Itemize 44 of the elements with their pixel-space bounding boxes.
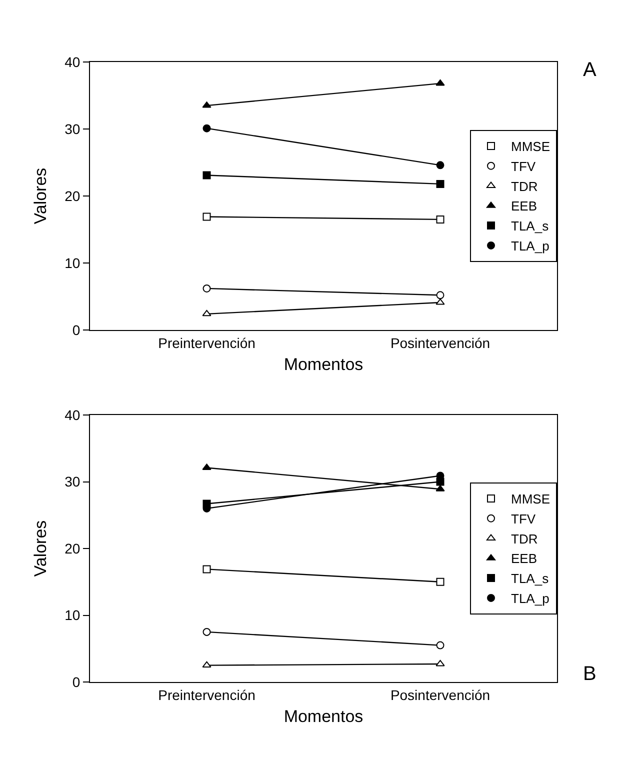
point bbox=[436, 161, 444, 170]
x-axis-title: Momentos bbox=[284, 355, 364, 374]
point bbox=[202, 628, 211, 636]
legend-label: TFV bbox=[511, 511, 536, 526]
legend-label: TLA_p bbox=[511, 591, 550, 606]
point bbox=[436, 291, 444, 300]
y-tick-label: 40 bbox=[64, 54, 80, 70]
legend-label: TLA_s bbox=[511, 218, 550, 234]
legend-label: EEB bbox=[511, 198, 538, 214]
legend-label: TLA_s bbox=[511, 571, 550, 586]
x-tick-label: Preintervención bbox=[158, 334, 256, 351]
legend-label: TFV bbox=[511, 158, 536, 174]
point bbox=[202, 171, 211, 180]
x-tick-label: Preintervención bbox=[158, 686, 256, 703]
y-tick-label: 10 bbox=[64, 254, 80, 271]
legend-label: TDR bbox=[511, 531, 538, 546]
y-tick-label: 30 bbox=[64, 120, 80, 137]
legend-label: TLA_p bbox=[511, 238, 550, 254]
x-axis-title: Momentos bbox=[284, 707, 364, 726]
legend-label: MMSE bbox=[511, 492, 550, 507]
y-tick-label: 40 bbox=[64, 406, 80, 423]
point bbox=[436, 215, 444, 224]
y-tick-label: 0 bbox=[72, 674, 80, 690]
point bbox=[202, 124, 211, 132]
y-tick-label: 20 bbox=[64, 188, 80, 204]
point bbox=[202, 284, 211, 292]
legend-label: MMSE bbox=[511, 139, 550, 154]
x-tick-label: Posintervención bbox=[390, 334, 490, 351]
legend-label: EEB bbox=[511, 551, 538, 566]
point bbox=[202, 565, 211, 574]
y-tick-label: 0 bbox=[72, 322, 80, 338]
y-axis-title: Valores bbox=[31, 168, 50, 224]
y-axis-title: Valores bbox=[31, 520, 50, 577]
text: A bbox=[583, 59, 597, 81]
y-tick-label: 30 bbox=[64, 474, 80, 490]
point bbox=[436, 641, 444, 650]
point bbox=[436, 578, 444, 586]
y-tick-label: 10 bbox=[64, 607, 80, 624]
y-tick-label: 20 bbox=[64, 540, 80, 556]
legend-label: TDR bbox=[511, 178, 538, 194]
point bbox=[202, 212, 211, 221]
point bbox=[436, 180, 444, 188]
x-tick-label: Posintervención bbox=[390, 686, 490, 703]
text: B bbox=[583, 663, 596, 685]
